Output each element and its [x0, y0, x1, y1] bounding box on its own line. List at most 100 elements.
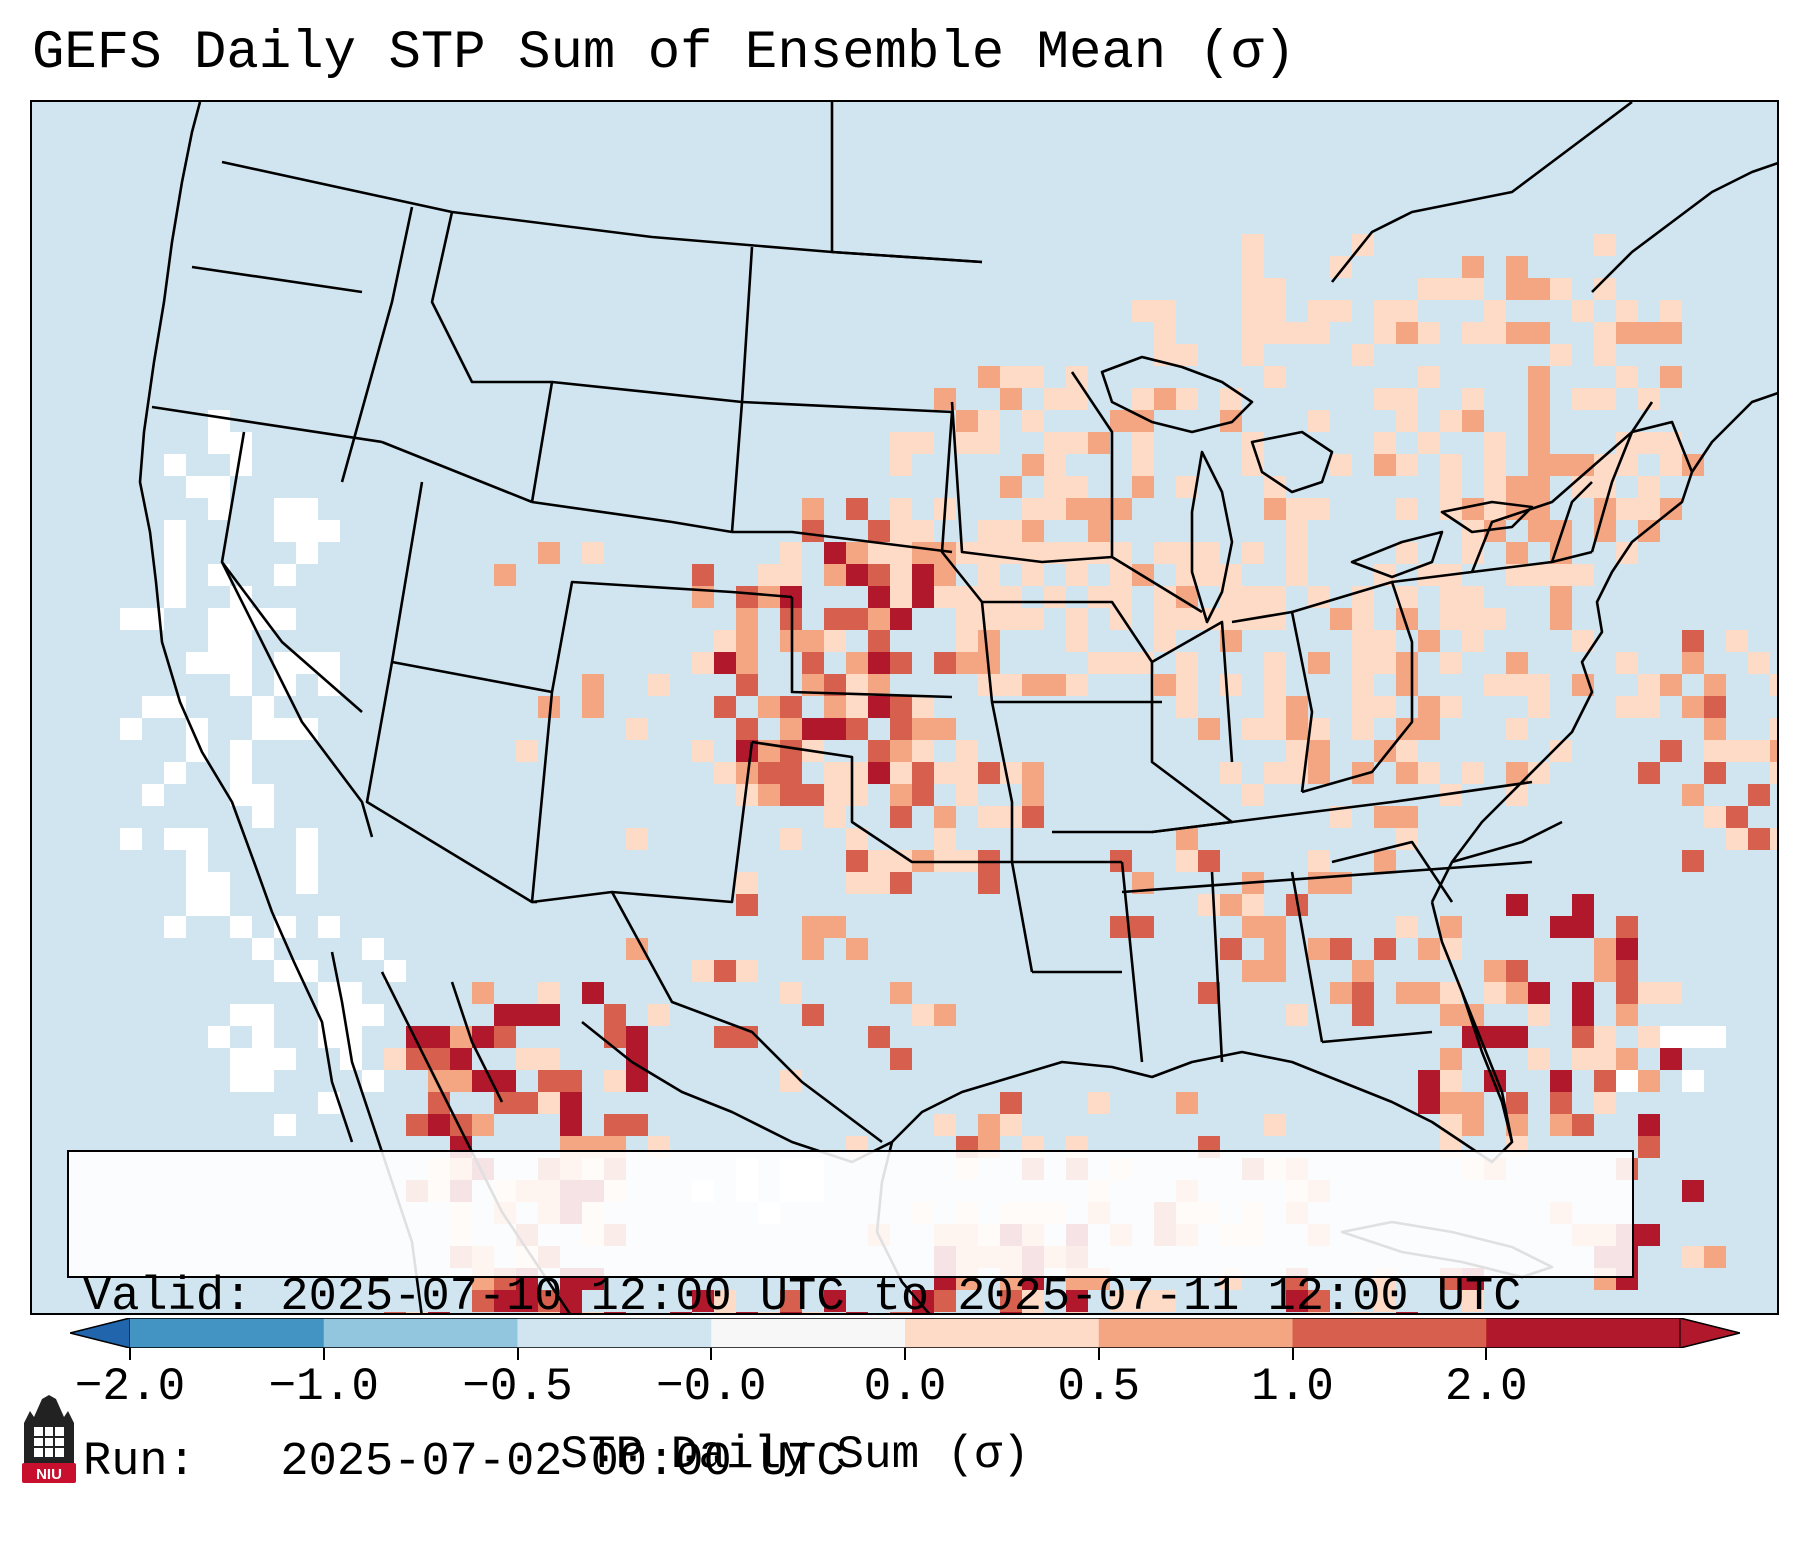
anomaly-cell	[1572, 630, 1594, 652]
anomaly-cell	[1154, 322, 1176, 344]
anomaly-cell	[450, 1026, 472, 1048]
anomaly-cell	[890, 784, 912, 806]
anomaly-cell	[164, 762, 186, 784]
anomaly-cell	[252, 1048, 274, 1070]
anomaly-cell	[1506, 960, 1528, 982]
anomaly-cell	[1682, 1246, 1704, 1268]
anomaly-cell	[1726, 806, 1748, 828]
anomaly-cell	[1000, 1312, 1022, 1313]
anomaly-cell	[1572, 982, 1594, 1004]
anomaly-cell	[1462, 630, 1484, 652]
anomaly-cell	[868, 762, 890, 784]
anomaly-cell	[1528, 696, 1550, 718]
anomaly-cell	[1462, 388, 1484, 410]
anomaly-cell	[1352, 652, 1374, 674]
anomaly-cell	[1220, 630, 1242, 652]
anomaly-cell	[1462, 410, 1484, 432]
anomaly-cell	[1352, 982, 1374, 1004]
anomaly-cell	[1550, 344, 1572, 366]
anomaly-cell	[1572, 564, 1594, 586]
valid-time-box: Valid: 2025-07-10 12:00 UTC to 2025-07-1…	[67, 1150, 1634, 1489]
anomaly-cell	[1440, 1070, 1462, 1092]
anomaly-cell	[912, 696, 934, 718]
anomaly-cell	[780, 1290, 802, 1312]
anomaly-cell	[1418, 718, 1440, 740]
anomaly-cell	[318, 1092, 340, 1114]
anomaly-cell	[1594, 322, 1616, 344]
anomaly-cell	[1660, 454, 1682, 476]
anomaly-cell	[450, 1070, 472, 1092]
anomaly-cell	[1330, 300, 1352, 322]
anomaly-cell	[1022, 608, 1044, 630]
anomaly-cell	[1506, 564, 1528, 586]
anomaly-cell	[1440, 784, 1462, 806]
anomaly-cell	[1264, 674, 1286, 696]
anomaly-cell	[802, 1312, 824, 1313]
anomaly-cell	[1022, 674, 1044, 696]
anomaly-cell	[1286, 520, 1308, 542]
anomaly-cell	[120, 828, 142, 850]
anomaly-cell	[164, 454, 186, 476]
anomaly-cell	[890, 498, 912, 520]
anomaly-cell	[472, 1290, 494, 1312]
anomaly-cell	[1440, 696, 1462, 718]
anomaly-cell	[736, 960, 758, 982]
anomaly-cell	[362, 1070, 384, 1092]
anomaly-cell	[1176, 542, 1198, 564]
anomaly-cell	[1396, 410, 1418, 432]
anomaly-cell	[1572, 300, 1594, 322]
anomaly-cell	[890, 586, 912, 608]
anomaly-cell	[186, 740, 208, 762]
anomaly-cell	[1022, 762, 1044, 784]
anomaly-cell	[1506, 894, 1528, 916]
anomaly-cell	[1660, 432, 1682, 454]
anomaly-cell	[934, 542, 956, 564]
anomaly-cell	[692, 1290, 714, 1312]
anomaly-cell	[846, 762, 868, 784]
anomaly-cell	[1066, 388, 1088, 410]
anomaly-cell	[934, 1114, 956, 1136]
anomaly-cell	[494, 1026, 516, 1048]
anomaly-cell	[626, 1070, 648, 1092]
anomaly-cell	[1286, 564, 1308, 586]
anomaly-cell	[1022, 542, 1044, 564]
anomaly-cell	[274, 1048, 296, 1070]
anomaly-cell	[1418, 278, 1440, 300]
anomaly-cell	[252, 696, 274, 718]
anomaly-cell	[780, 828, 802, 850]
anomaly-cell	[1198, 542, 1220, 564]
anomaly-cell	[186, 828, 208, 850]
anomaly-cell	[1000, 608, 1022, 630]
anomaly-cell	[1506, 982, 1528, 1004]
anomaly-cell	[978, 872, 1000, 894]
anomaly-cell	[802, 520, 824, 542]
anomaly-cell	[1242, 894, 1264, 916]
anomaly-cell	[1176, 344, 1198, 366]
anomaly-cell	[1506, 476, 1528, 498]
anomaly-cell	[868, 586, 890, 608]
anomaly-cell	[1550, 1092, 1572, 1114]
anomaly-cell	[230, 1004, 252, 1026]
niu-logo: NIU	[22, 1395, 76, 1483]
anomaly-cell	[626, 828, 648, 850]
anomaly-cell	[1352, 1004, 1374, 1026]
anomaly-cell	[1000, 476, 1022, 498]
anomaly-cell	[1176, 828, 1198, 850]
anomaly-cell	[978, 432, 1000, 454]
colorbar-over-arrow	[1679, 1318, 1740, 1348]
colorbar-tick-label: 0.0	[863, 1361, 947, 1413]
anomaly-cell	[1220, 762, 1242, 784]
anomaly-cell	[1352, 344, 1374, 366]
anomaly-cell	[1132, 388, 1154, 410]
anomaly-cell	[1440, 454, 1462, 476]
anomaly-cell	[1286, 542, 1308, 564]
anomaly-cell	[1242, 256, 1264, 278]
anomaly-cell	[1352, 630, 1374, 652]
anomaly-cell	[1594, 388, 1616, 410]
anomaly-cell	[516, 1004, 538, 1026]
anomaly-cell	[626, 1114, 648, 1136]
anomaly-cell	[230, 740, 252, 762]
anomaly-cell	[868, 1026, 890, 1048]
anomaly-cell	[1154, 630, 1176, 652]
anomaly-cell	[1330, 982, 1352, 1004]
